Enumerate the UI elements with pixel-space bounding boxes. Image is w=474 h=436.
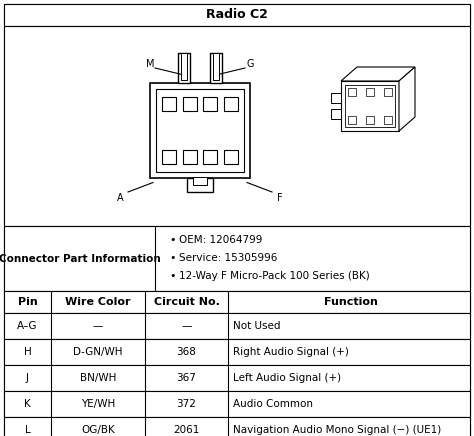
Text: K: K: [24, 399, 31, 409]
Text: Audio Common: Audio Common: [233, 399, 313, 409]
Bar: [4, 26, 470, 226]
Bar: [348, 116, 356, 124]
Text: D-GN/WH: D-GN/WH: [73, 347, 123, 357]
Text: Function: Function: [324, 297, 378, 307]
Bar: [348, 88, 356, 96]
Text: 368: 368: [176, 347, 196, 357]
Bar: [4, 226, 470, 291]
Text: YE/WH: YE/WH: [81, 399, 115, 409]
Text: Right Audio Signal (+): Right Audio Signal (+): [233, 347, 349, 357]
Text: •: •: [169, 253, 175, 263]
Text: J: J: [26, 373, 29, 383]
Bar: [156, 89, 244, 173]
Bar: [203, 98, 218, 112]
Bar: [341, 81, 399, 131]
Polygon shape: [341, 67, 415, 81]
Text: A: A: [117, 193, 123, 203]
Bar: [162, 98, 176, 112]
Bar: [4, 291, 470, 313]
Text: H: H: [24, 347, 31, 357]
Bar: [224, 98, 238, 112]
Text: •: •: [169, 271, 175, 281]
Text: Radio C2: Radio C2: [206, 8, 268, 21]
Text: —: —: [93, 321, 103, 331]
Bar: [150, 84, 250, 178]
Bar: [162, 150, 176, 164]
Text: Not Used: Not Used: [233, 321, 281, 331]
Bar: [4, 313, 470, 339]
Text: A–G: A–G: [17, 321, 38, 331]
Text: Wire Color: Wire Color: [65, 297, 131, 307]
Text: 372: 372: [176, 399, 196, 409]
Bar: [193, 177, 207, 185]
Bar: [178, 54, 190, 84]
Text: Left Audio Signal (+): Left Audio Signal (+): [233, 373, 341, 383]
Text: G: G: [246, 59, 254, 69]
Bar: [224, 150, 238, 164]
Text: —: —: [182, 321, 191, 331]
Text: M: M: [146, 59, 154, 69]
Text: OG/BK: OG/BK: [81, 425, 115, 435]
Text: Circuit No.: Circuit No.: [154, 297, 219, 307]
Text: 12-Way F Micro-Pack 100 Series (BK): 12-Way F Micro-Pack 100 Series (BK): [179, 271, 370, 281]
Bar: [4, 365, 470, 391]
Bar: [181, 54, 187, 81]
Bar: [213, 54, 219, 81]
Text: BN/WH: BN/WH: [80, 373, 116, 383]
Bar: [345, 85, 395, 127]
Bar: [210, 54, 222, 84]
Bar: [331, 109, 341, 119]
Bar: [384, 88, 392, 96]
Bar: [182, 98, 197, 112]
Text: Navigation Audio Mono Signal (−) (UE1): Navigation Audio Mono Signal (−) (UE1): [233, 425, 441, 435]
Text: Connector Part Information: Connector Part Information: [0, 253, 160, 263]
Text: L: L: [25, 425, 30, 435]
Bar: [182, 150, 197, 164]
Text: •: •: [169, 235, 175, 245]
Bar: [203, 150, 218, 164]
Bar: [384, 116, 392, 124]
Bar: [4, 417, 470, 436]
Bar: [4, 339, 470, 365]
Text: 367: 367: [176, 373, 196, 383]
Bar: [366, 116, 374, 124]
Text: 2061: 2061: [173, 425, 200, 435]
Bar: [331, 93, 341, 103]
Bar: [4, 4, 470, 26]
Bar: [187, 178, 213, 193]
Bar: [4, 391, 470, 417]
Polygon shape: [399, 67, 415, 131]
Text: Service: 15305996: Service: 15305996: [179, 253, 277, 263]
Text: Pin: Pin: [18, 297, 37, 307]
Text: F: F: [277, 193, 283, 203]
Text: OEM: 12064799: OEM: 12064799: [179, 235, 263, 245]
Bar: [366, 88, 374, 96]
